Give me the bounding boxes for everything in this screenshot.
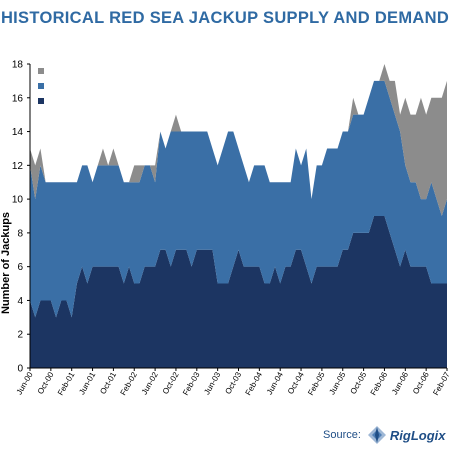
y-tick-label: 10 [12, 195, 24, 206]
area-series-uncontracted [30, 64, 447, 216]
x-tick-label: Jun-01 [77, 370, 97, 396]
y-axis-label: Number of Jackups [0, 212, 12, 314]
x-tick-label: Oct-06 [411, 370, 431, 396]
source-brand-name: RigLogix [389, 427, 446, 443]
legend-swatch-other-operators [38, 83, 44, 89]
x-tick-label: Jun-03 [202, 370, 222, 396]
y-tick-label: 18 [12, 60, 24, 71]
y-tick-label: 0 [17, 364, 23, 375]
x-tick-label: Feb-06 [369, 370, 390, 397]
area-series-other-operators [30, 80, 447, 318]
x-tick-label: Oct-02 [161, 370, 181, 396]
riglogix-logo-icon [367, 426, 386, 444]
y-tick-label: 14 [12, 127, 24, 138]
x-tick-label: Jun-02 [140, 370, 160, 396]
source-label: Source: [323, 429, 361, 441]
legend-label-other-operators: Jackups Contracted By Other Operators [48, 81, 209, 91]
x-tick-label: Oct-03 [223, 370, 243, 396]
legend-label-petrobel: Jackups Contracted by Petrobel [48, 96, 176, 106]
legend-swatch-petrobel [38, 98, 44, 104]
x-tick-label: Oct-01 [98, 370, 118, 396]
chart-title: HISTORICAL RED SEA JACKUP SUPPLY AND DEM… [0, 9, 450, 27]
legend-label-uncontracted: Uncontracted Jackups [48, 66, 138, 76]
area-series-group [30, 64, 447, 368]
x-tick-label: Jun-05 [327, 370, 347, 396]
x-tick-label: Jun-04 [265, 370, 285, 396]
x-tick-label: Oct-05 [349, 370, 369, 396]
x-tick-label: Feb-01 [56, 370, 77, 397]
x-tick-label: Feb-03 [181, 370, 202, 397]
x-tick-label: Oct-04 [286, 370, 306, 396]
legend-swatch-uncontracted [38, 68, 44, 74]
x-tick-label: Feb-05 [306, 370, 327, 397]
x-tick-label: Jun-06 [390, 370, 410, 396]
chart-legend: Uncontracted Jackups Jackups Contracted B… [38, 66, 209, 106]
y-tick-label: 4 [17, 296, 23, 307]
y-tick-label: 6 [17, 262, 23, 273]
y-tick-label: 8 [17, 228, 23, 239]
y-tick-label: 2 [17, 330, 23, 341]
x-tick-label: Feb-07 [431, 370, 450, 397]
y-tick-label: 16 [12, 93, 24, 104]
area-series-petrobel [30, 216, 447, 368]
x-tick-label: Oct-00 [36, 370, 56, 396]
x-tick-label: Feb-04 [244, 370, 265, 397]
source-attribution: Source: RigLogix [323, 420, 446, 450]
y-tick-label: 12 [12, 161, 24, 172]
x-tick-label: Feb-02 [119, 370, 140, 397]
